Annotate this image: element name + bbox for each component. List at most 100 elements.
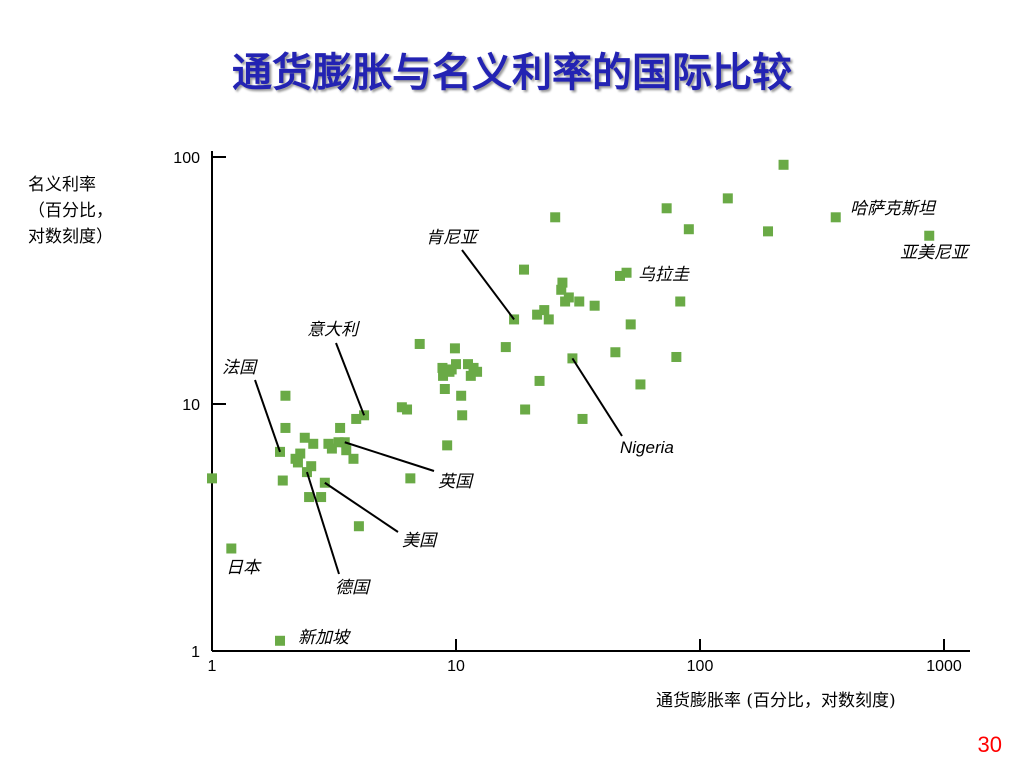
- y-axis-label-line-2: （百分比，: [28, 201, 113, 221]
- x-tick-label: 10: [447, 658, 465, 675]
- slide-title: 通货膨胀与名义利率的国际比较: [232, 50, 792, 96]
- data-point: [326, 443, 337, 454]
- annotation-label: 日本: [226, 558, 262, 578]
- annotation-leader-line: [324, 481, 399, 533]
- data-point: [519, 264, 530, 275]
- data-point: [442, 440, 453, 451]
- data-point: [348, 453, 359, 464]
- chart-points: [207, 159, 935, 646]
- y-axis-label-line-3: 对数刻度）: [28, 227, 113, 247]
- data-point: [563, 292, 574, 303]
- data-point: [353, 521, 364, 532]
- data-point: [333, 437, 344, 448]
- data-point: [722, 193, 733, 204]
- data-point: [557, 277, 568, 288]
- data-point: [574, 296, 585, 307]
- chart-axes: 1 10 100 1000 1 10 100: [173, 150, 970, 675]
- data-point: [778, 159, 789, 170]
- data-point: [534, 375, 545, 386]
- y-tick-label: 1: [191, 644, 200, 661]
- data-point: [539, 305, 550, 316]
- annotation-label: 肯尼亚: [426, 228, 480, 248]
- annotation-label: 英国: [438, 472, 474, 492]
- data-point: [306, 461, 317, 472]
- data-point: [456, 390, 467, 401]
- data-point: [449, 343, 460, 354]
- data-point: [396, 402, 407, 413]
- data-point: [683, 224, 694, 235]
- data-point: [924, 230, 935, 241]
- data-point: [589, 300, 600, 311]
- data-point: [520, 404, 531, 415]
- data-point: [556, 284, 567, 295]
- annotation-leader-line: [335, 342, 366, 416]
- annotation-leader-line: [306, 471, 340, 575]
- y-axis-label: 名义利率 （百分比， 对数刻度）: [28, 172, 148, 250]
- data-point: [437, 362, 448, 373]
- data-point: [465, 370, 476, 381]
- data-point: [405, 473, 416, 484]
- x-tick-label: 1000: [926, 658, 962, 675]
- annotation-leader-line: [571, 357, 623, 437]
- data-point: [414, 338, 425, 349]
- data-point: [457, 410, 468, 421]
- data-point: [661, 203, 672, 214]
- data-point: [675, 296, 686, 307]
- data-point: [295, 448, 306, 459]
- data-point: [280, 390, 291, 401]
- data-point: [446, 364, 457, 375]
- data-point: [277, 475, 288, 486]
- data-point: [577, 413, 588, 424]
- annotation-label: 哈萨克斯坦: [850, 199, 937, 219]
- data-point: [226, 543, 237, 554]
- annotation-label: 德国: [335, 578, 371, 598]
- data-point: [451, 359, 461, 370]
- data-point: [671, 351, 682, 362]
- annotation-label: 意大利: [307, 320, 361, 340]
- data-point: [614, 270, 625, 281]
- x-tick-label: 100: [687, 658, 714, 675]
- annotation-label: 新加坡: [298, 628, 352, 648]
- annotation-label: 乌拉圭: [638, 265, 690, 285]
- annotation-label: Nigeria: [620, 438, 674, 457]
- data-point: [830, 212, 841, 223]
- data-point: [316, 492, 327, 503]
- annotation-leader-line: [461, 249, 515, 321]
- data-point: [351, 413, 362, 424]
- annotation-leader-line: [344, 441, 435, 472]
- data-point: [625, 319, 636, 330]
- x-axis-label: 通货膨胀率 (百分比，对数刻度): [656, 691, 896, 711]
- data-point: [543, 314, 554, 325]
- data-point: [472, 366, 483, 377]
- data-point: [463, 359, 474, 370]
- data-point: [500, 342, 511, 353]
- data-point: [292, 457, 303, 468]
- data-point: [308, 438, 319, 449]
- x-tick-label: 1: [208, 658, 217, 675]
- data-point: [439, 384, 450, 395]
- data-point: [207, 473, 217, 484]
- data-point: [532, 309, 543, 320]
- data-point: [621, 267, 632, 278]
- data-point: [402, 404, 413, 415]
- page-number: 30: [977, 732, 1002, 757]
- data-point: [550, 212, 561, 223]
- y-tick-label: 10: [182, 397, 200, 414]
- data-point: [341, 445, 352, 456]
- data-point: [275, 635, 286, 646]
- y-tick-label: 100: [173, 150, 200, 167]
- annotation-label: 美国: [402, 531, 438, 551]
- annotation-label: 亚美尼亚: [900, 243, 971, 263]
- data-point: [763, 226, 774, 237]
- annotation-leader-line: [254, 379, 281, 453]
- annotation-label: 法国: [222, 358, 258, 378]
- data-point: [299, 432, 310, 443]
- y-axis-label-line-1: 名义利率: [28, 175, 96, 195]
- data-point: [438, 370, 449, 381]
- data-point: [610, 347, 621, 358]
- data-point: [635, 379, 646, 390]
- data-point: [280, 422, 291, 433]
